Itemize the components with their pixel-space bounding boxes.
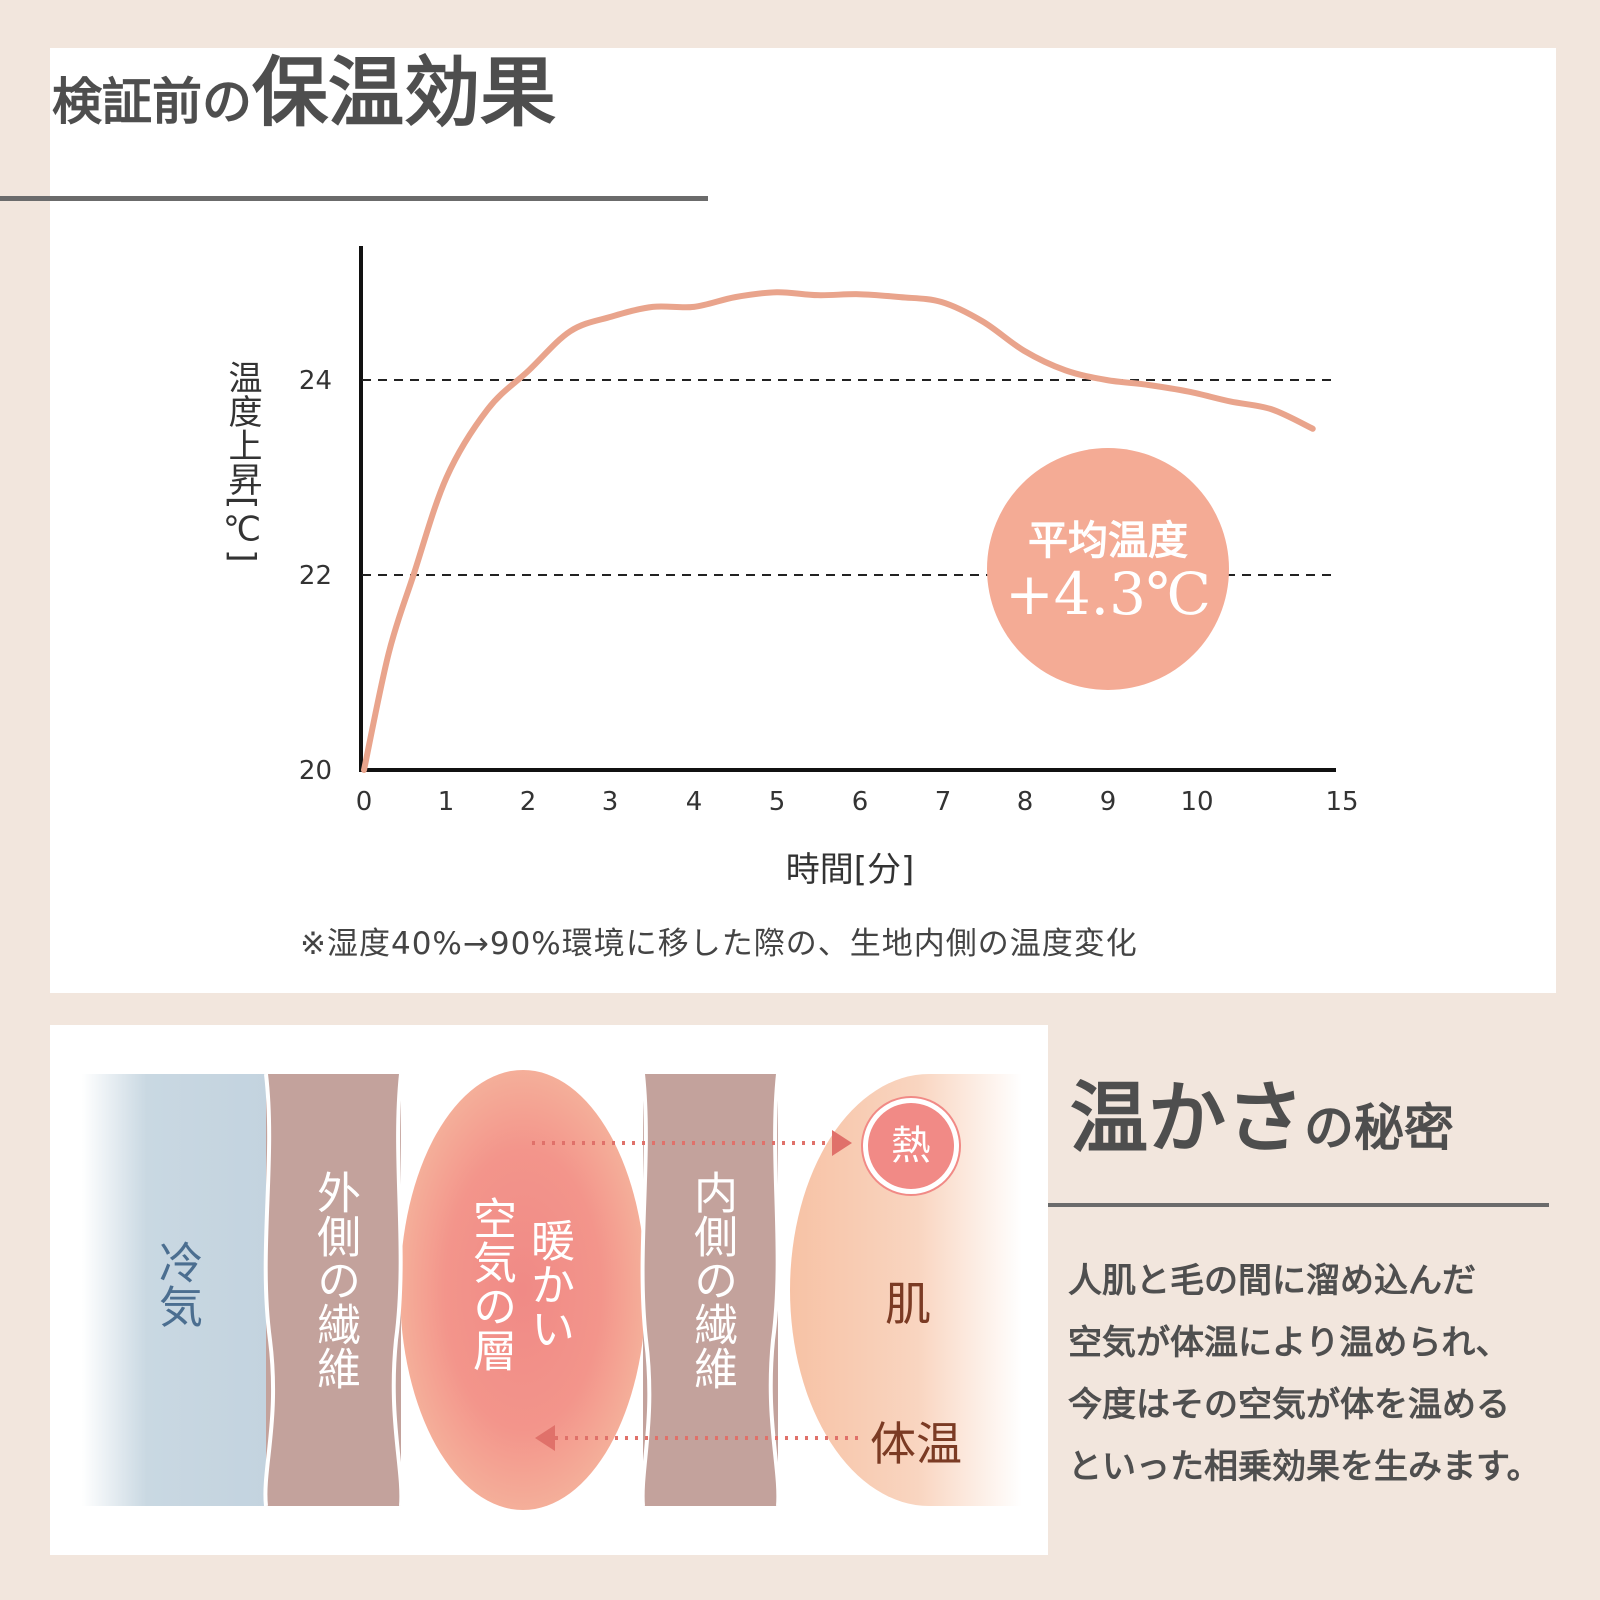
secret-description: 人肌と毛の間に溜め込んだ 空気が体温により温められ、 今度はその空気が体を温める… [1068, 1250, 1600, 1498]
desc-line: 今度はその空気が体を温める [1068, 1385, 1510, 1425]
inner-fiber-label: 内側の繊維 [686, 1170, 737, 1390]
cold-air-layer [82, 1074, 267, 1506]
chart-title-prefix: 検証前の [52, 72, 252, 131]
x-axis-label: 時間[分] [785, 850, 915, 890]
x-tick-label: 2 [520, 787, 537, 817]
secret-title-divider [1048, 1203, 1549, 1207]
x-tick-label: 9 [1100, 787, 1117, 817]
desc-line: 空気が体温により温められ、 [1068, 1323, 1510, 1363]
skin-label: 肌 [885, 1277, 931, 1331]
warm-air-label-1: 暖かい [523, 1218, 574, 1350]
badge-label: 平均温度 [1028, 517, 1188, 564]
x-tick-label: 5 [769, 787, 786, 817]
secret-title: 温かさの秘密 [1070, 1080, 1454, 1158]
heat-badge: 熱 [868, 1103, 954, 1189]
outer-fiber-label: 外側の繊維 [309, 1170, 360, 1390]
x-tick-label: 6 [852, 787, 869, 817]
badge-value: +4.3℃ [1005, 560, 1211, 628]
line-chart: 0 1 2 3 4 5 6 7 8 9 10 15 20 22 24 [299, 246, 1359, 817]
x-tick-label: 4 [686, 787, 703, 817]
x-tick-label: 7 [935, 787, 952, 817]
x-tick-label: 1 [438, 787, 455, 817]
desc-line: といった相乗効果を生みます。 [1068, 1447, 1541, 1487]
chart-footnote: ※湿度40%→90%環境に移した際の、生地内側の温度変化 [300, 926, 1138, 962]
warm-air-label-2: 空気の層 [465, 1196, 516, 1372]
x-tick-label: 15 [1325, 787, 1358, 817]
x-tick-label: 0 [356, 787, 373, 817]
y-tick-label: 24 [299, 366, 332, 396]
inner-fiber-layer [643, 1074, 778, 1506]
title-divider [0, 196, 708, 201]
body-temp-label: 体温 [870, 1417, 962, 1471]
x-tick-label: 8 [1017, 787, 1034, 817]
series-line [361, 289, 1316, 773]
y-axis-label: 温度上昇[℃] [222, 360, 262, 563]
x-tick-label: 10 [1180, 787, 1213, 817]
chart-panel [50, 48, 1556, 993]
secret-title-main: 温かさ [1070, 1073, 1305, 1164]
outer-fiber-layer [266, 1074, 401, 1506]
x-tick-label: 3 [602, 787, 619, 817]
chart-title: 検証前の保温効果 [52, 55, 556, 131]
y-tick-label: 22 [299, 561, 332, 591]
chart-title-main: 保温効果 [252, 48, 556, 137]
y-tick-label: 20 [299, 756, 332, 786]
desc-line: 人肌と毛の間に溜め込んだ [1068, 1261, 1476, 1301]
secret-title-suffix: の秘密 [1304, 1098, 1455, 1157]
average-temp-badge: 平均温度 +4.3℃ [987, 448, 1229, 690]
cold-air-label: 冷気 [151, 1240, 202, 1328]
